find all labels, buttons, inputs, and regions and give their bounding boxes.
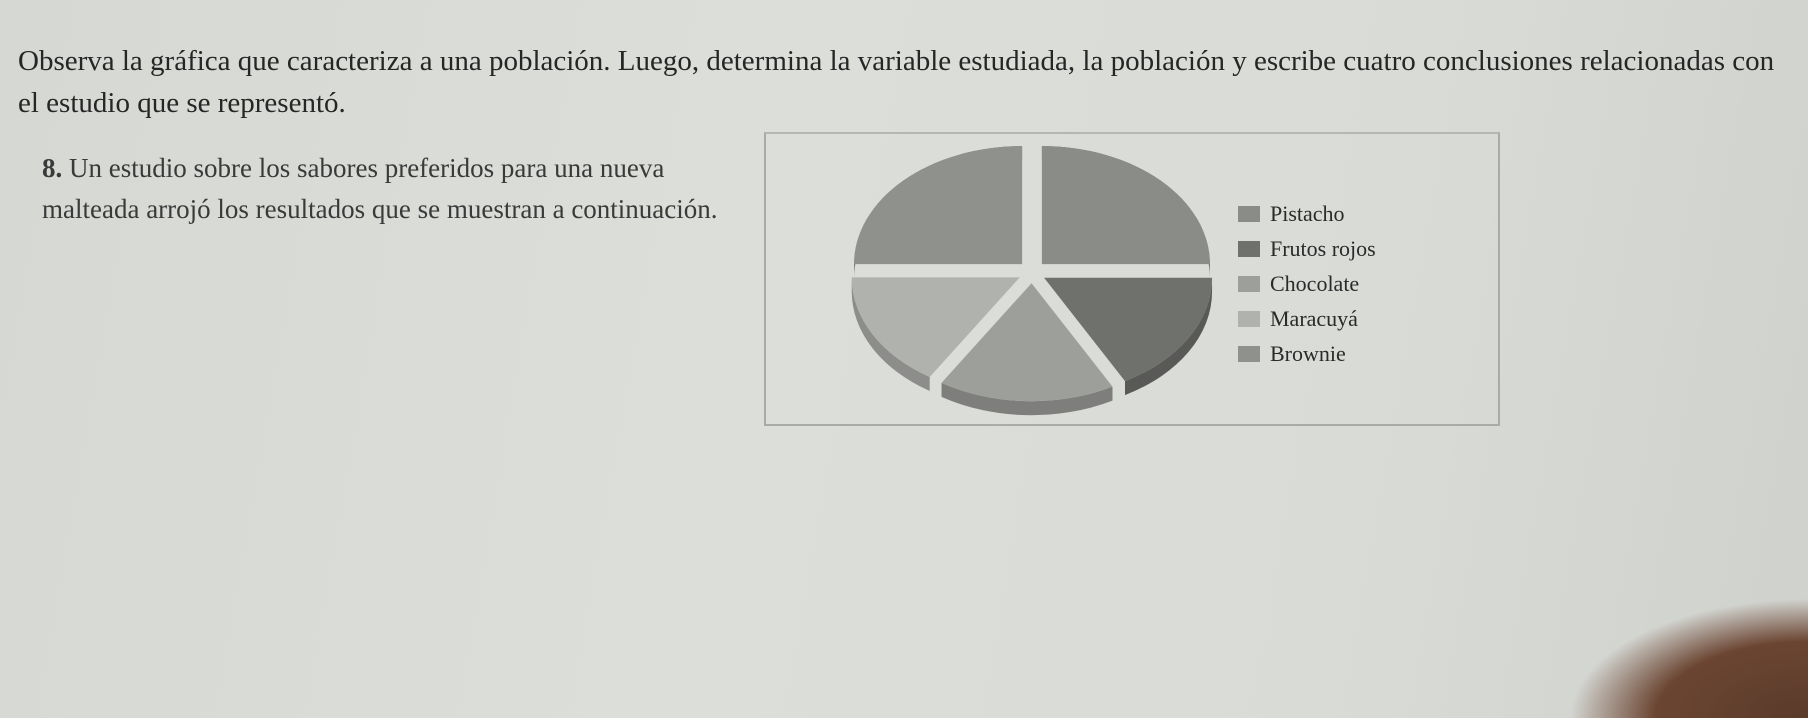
legend-label: Maracuyá: [1270, 306, 1358, 331]
legend-swatch: [1238, 275, 1260, 292]
pie-slice-side: [851, 277, 930, 392]
chart-frame: [764, 132, 1500, 426]
legend-label: Frutos rojos: [1270, 236, 1376, 261]
legend-swatch: [1238, 205, 1260, 222]
question-number: 8.: [42, 153, 63, 183]
question-8: 8. Un estudio sobre los sabores preferid…: [42, 148, 732, 230]
legend-item-chocolate: Chocolate: [1238, 266, 1376, 301]
instruction-text: Observa la gráfica que caracteriza a una…: [18, 45, 1775, 119]
legend-swatch: [1238, 310, 1260, 327]
legend-label: Pistacho: [1270, 201, 1345, 226]
legend-label: Chocolate: [1270, 271, 1360, 296]
chart-legend: Pistacho Frutos rojos Chocolate Maracuyá…: [1238, 196, 1376, 371]
pie-slice-side: [1124, 277, 1213, 396]
legend-swatch: [1238, 240, 1260, 257]
pie-slice-maracuyá: [851, 277, 1020, 378]
legend-label: Brownie: [1270, 341, 1346, 366]
pie-slice-pistacho: [1041, 146, 1210, 265]
legend-item-maracuya: Maracuyá: [1238, 301, 1376, 336]
hand-photo-edge: [1568, 598, 1808, 718]
legend-item-pistacho: Pistacho: [1238, 196, 1376, 231]
pie-slice-frutos-rojos: [1044, 277, 1213, 382]
pie-slice-chocolate: [941, 283, 1113, 402]
legend-item-brownie: Brownie: [1238, 336, 1376, 371]
pie-slice-brownie: [854, 146, 1023, 265]
legend-swatch: [1238, 345, 1260, 362]
legend-item-frutos-rojos: Frutos rojos: [1238, 231, 1376, 266]
pie-slice-side: [941, 382, 1113, 416]
question-text: Un estudio sobre los sabores preferidos …: [42, 153, 718, 224]
